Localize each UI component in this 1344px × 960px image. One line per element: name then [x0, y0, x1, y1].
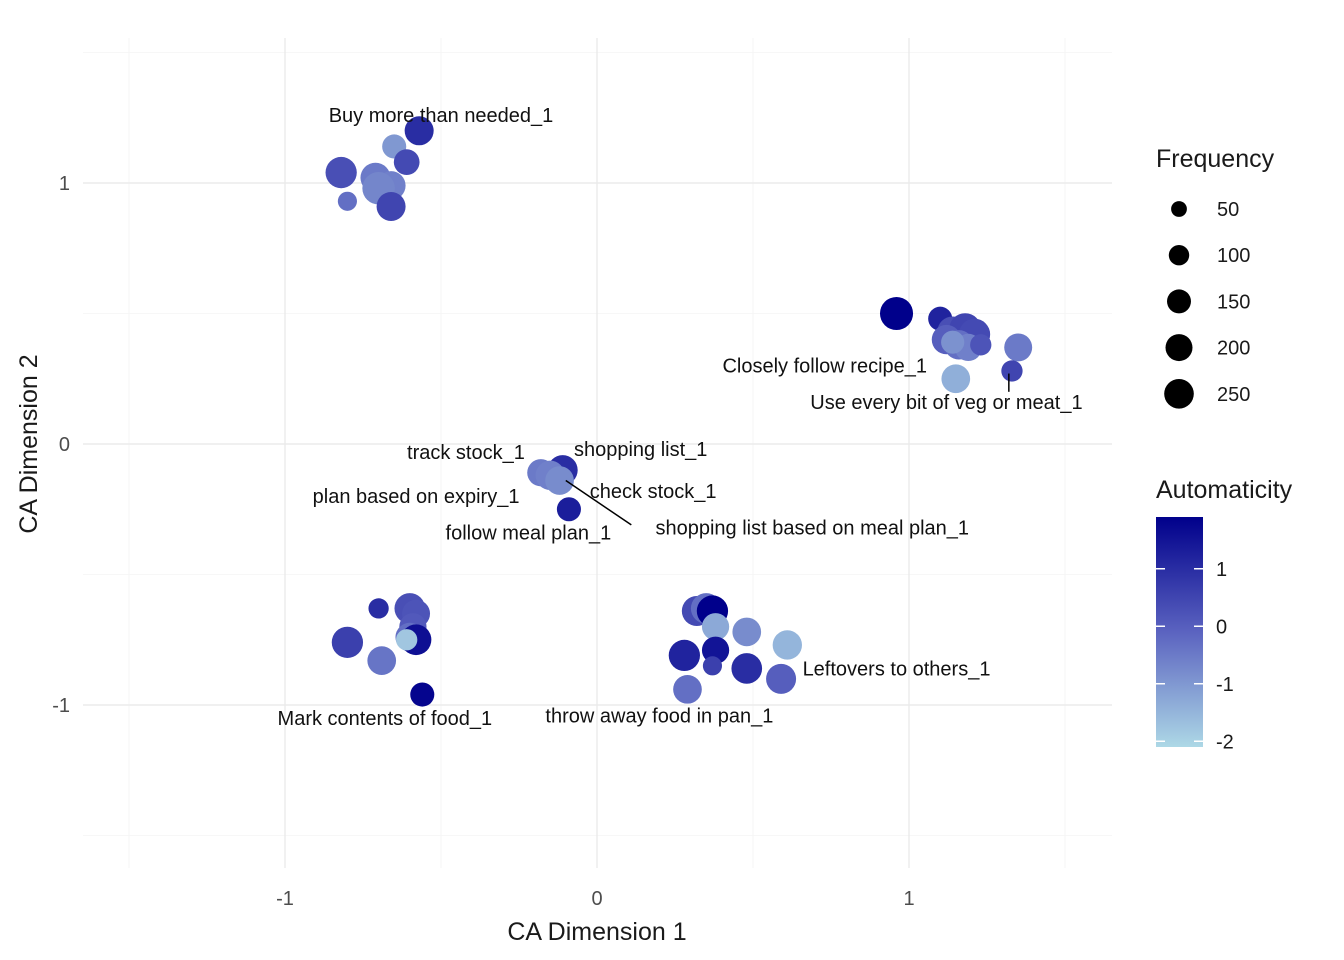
point-label: follow meal plan_1 [446, 523, 612, 545]
frequency-legend-label: 200 [1217, 338, 1250, 360]
data-point [325, 156, 357, 189]
data-point [668, 639, 701, 672]
y-axis-ticks: 1 0 -1 [52, 173, 70, 717]
data-point [732, 617, 762, 647]
data-point [702, 656, 723, 676]
data-point [772, 630, 802, 660]
data-point [331, 626, 364, 659]
data-point [545, 466, 574, 495]
data-point [376, 191, 406, 221]
data-point [337, 191, 357, 211]
frequency-legend-key [1167, 289, 1191, 314]
data-point [941, 364, 971, 394]
y-tick-label: -1 [52, 695, 70, 717]
frequency-legend-label: 250 [1217, 384, 1250, 406]
y-tick-label: 1 [59, 173, 70, 195]
data-point [701, 613, 730, 641]
plot-grid [83, 38, 1112, 868]
point-label: throw away food in pan_1 [545, 705, 773, 727]
data-point [673, 675, 702, 704]
point-label: Leftovers to others_1 [803, 658, 991, 680]
automaticity-legend: Automaticity 1 0 -1 -2 [1156, 476, 1293, 753]
x-tick-label: 1 [903, 888, 914, 910]
point-labels: Buy more than needed_1 Closely follow rec… [278, 105, 1083, 730]
data-point [970, 334, 992, 356]
data-point [368, 598, 389, 619]
data-point [393, 149, 420, 175]
data-point [701, 636, 730, 664]
frequency-legend-key [1171, 201, 1187, 217]
data-point [410, 682, 435, 707]
data-points [325, 116, 1033, 707]
automaticity-legend-label: 1 [1216, 559, 1227, 581]
data-point [1001, 360, 1023, 382]
point-label: Closely follow recipe_1 [722, 356, 927, 378]
data-point [879, 296, 914, 331]
x-axis-ticks: -1 0 1 [276, 888, 914, 910]
point-label: check stock_1 [590, 481, 717, 503]
data-point [396, 629, 418, 651]
data-point [556, 497, 581, 522]
frequency-legend-label: 150 [1217, 291, 1250, 313]
y-tick-label: 0 [59, 434, 70, 456]
frequency-legend: Frequency 50 100 150 200 250 [1156, 145, 1275, 409]
point-label: shopping list based on meal plan_1 [655, 518, 969, 540]
x-tick-label: 0 [591, 888, 602, 910]
automaticity-legend-label: -2 [1216, 731, 1234, 753]
data-point [367, 646, 397, 675]
x-axis-title: CA Dimension 1 [507, 918, 686, 946]
point-label: Buy more than needed_1 [329, 105, 554, 127]
frequency-legend-label: 100 [1217, 245, 1250, 267]
automaticity-legend-label: -1 [1216, 674, 1234, 696]
automaticity-colorbar [1156, 517, 1203, 747]
automaticity-legend-title: Automaticity [1156, 476, 1293, 504]
data-point [1004, 333, 1033, 362]
frequency-legend-key [1164, 378, 1194, 409]
point-label: plan based on expiry_1 [313, 486, 520, 508]
data-point [941, 330, 965, 354]
point-label: Use every bit of veg or meat_1 [810, 392, 1082, 414]
data-point [731, 653, 763, 684]
point-label: track stock_1 [407, 442, 525, 464]
frequency-legend-title: Frequency [1156, 145, 1275, 173]
label-leader-line [565, 479, 632, 526]
automaticity-legend-label: 0 [1216, 616, 1227, 638]
point-label: Mark contents of food_1 [278, 708, 493, 730]
frequency-legend-key [1168, 244, 1190, 266]
data-point [766, 663, 797, 694]
y-axis-title: CA Dimension 2 [15, 354, 43, 533]
point-label: shopping list_1 [574, 439, 707, 461]
frequency-legend-key [1165, 334, 1193, 362]
x-tick-label: -1 [276, 888, 294, 910]
data-point [404, 116, 434, 146]
frequency-legend-label: 50 [1217, 199, 1239, 221]
